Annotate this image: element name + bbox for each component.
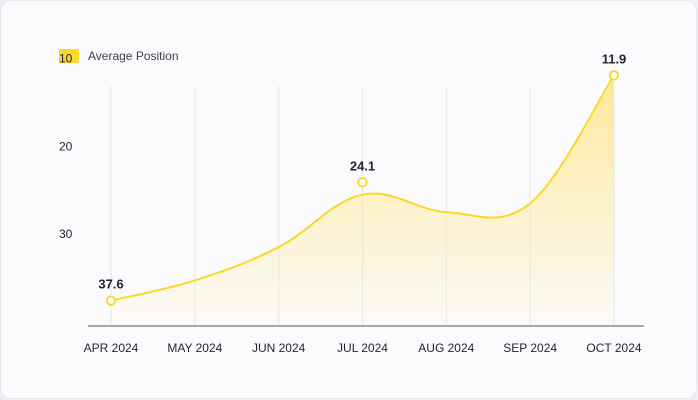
data-point-oct-2024 <box>608 70 620 81</box>
x-tick-label-jun-2024: JUN 2024 <box>252 341 306 355</box>
x-tick-label-aug-2024: AUG 2024 <box>418 341 474 355</box>
legend-label-average-position: Average Position <box>88 49 179 63</box>
data-label-jul-2024: 24.1 <box>350 158 375 173</box>
y-tick-label-10: 10 <box>59 52 73 66</box>
x-tick-label-apr-2024: APR 2024 <box>84 341 139 355</box>
legend-swatch-average-position <box>59 49 79 63</box>
data-point-apr-2024 <box>105 295 117 306</box>
data-point-jul-2024 <box>357 177 368 188</box>
data-label-oct-2024: 11.9 <box>602 51 627 66</box>
x-tick-label-jul-2024: JUL 2024 <box>337 341 388 355</box>
y-tick-label-20: 20 <box>59 139 73 153</box>
x-tick-label-sep-2024: SEP 2024 <box>503 341 557 355</box>
series-area-average-position <box>111 75 614 326</box>
series-line-average-position <box>110 74 615 302</box>
data-label-apr-2024: 37.6 <box>98 277 123 292</box>
x-tick-label-may-2024: MAY 2024 <box>167 341 222 355</box>
x-tick-label-oct-2024: OCT 2024 <box>586 341 641 355</box>
y-tick-label-30: 30 <box>59 227 73 241</box>
chart-legend[interactable]: Average Position <box>59 49 179 63</box>
